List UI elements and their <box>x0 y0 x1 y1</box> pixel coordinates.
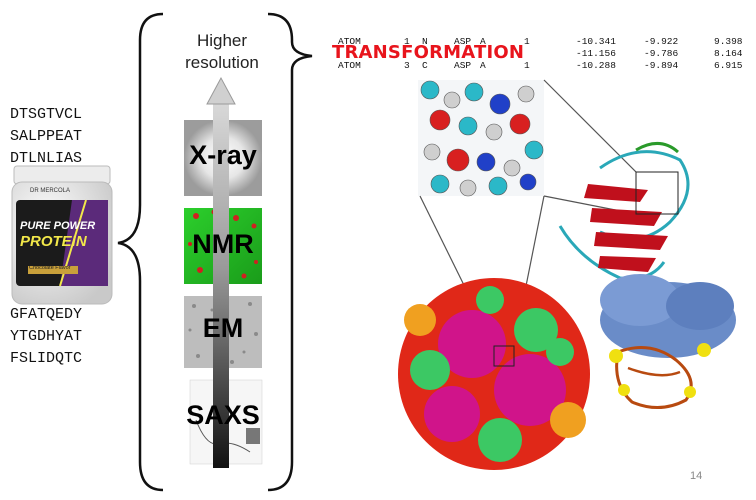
sequence-top: DTSGTVCL SALPPEAT DTLNLIAS <box>10 104 82 170</box>
jar-flavor: Chocolate Flavor <box>29 265 71 271</box>
em-particles <box>188 302 258 364</box>
sequence-bottom: GFATQEDY YTGDHYAT FSLIDQTC <box>10 304 82 370</box>
page-number: 14 <box>690 470 703 482</box>
sequence-line: DTSGTVCL <box>10 106 83 123</box>
protein-jar <box>11 165 113 305</box>
complex-structure <box>600 274 736 409</box>
method-em-label: EM <box>202 313 244 343</box>
saxs-pattern <box>246 428 260 444</box>
pdb-line: ATOM 1 N ASP A 1 -10.341 -9.922 9.398 <box>338 36 743 47</box>
sequence-line: DTLNLIAS <box>10 150 83 167</box>
sequence-line: GFATQEDY <box>10 306 83 323</box>
jar-line1: PURE POWER <box>20 220 96 232</box>
left-brace <box>117 12 164 492</box>
transformation-label: TRANSFORMATION <box>332 42 525 63</box>
sequence-line: FSLIDQTC <box>10 350 83 367</box>
ribbon-structure <box>558 142 690 281</box>
pdb-line: ATOM 3 C ASP A 1 -10.288 -9.894 6.915 <box>338 60 743 71</box>
resolution-arrow-head <box>206 76 236 105</box>
method-saxs-label: SAXS <box>186 400 260 430</box>
pdb-line: -11.156 -9.786 8.164 <box>576 48 743 59</box>
sequence-line: YTGDHYAT <box>10 328 83 345</box>
resolution-arrow-shaft <box>213 104 229 468</box>
atoms-spheres <box>420 80 544 197</box>
sequence-line: SALPPEAT <box>10 128 83 145</box>
resolution-label: Higher resolution <box>185 31 259 72</box>
jar-brand: DR MERCOLA <box>30 188 71 194</box>
jar-line2: PROTEIN <box>20 233 87 250</box>
method-xray-label: X-ray <box>189 140 257 170</box>
pdb-lines: ATOM 1 N ASP A 1 -10.341 -9.922 9.398 -1… <box>338 36 750 72</box>
method-nmr-label: NMR <box>192 229 254 259</box>
right-brace <box>267 12 313 492</box>
capsid-structure <box>398 278 590 470</box>
